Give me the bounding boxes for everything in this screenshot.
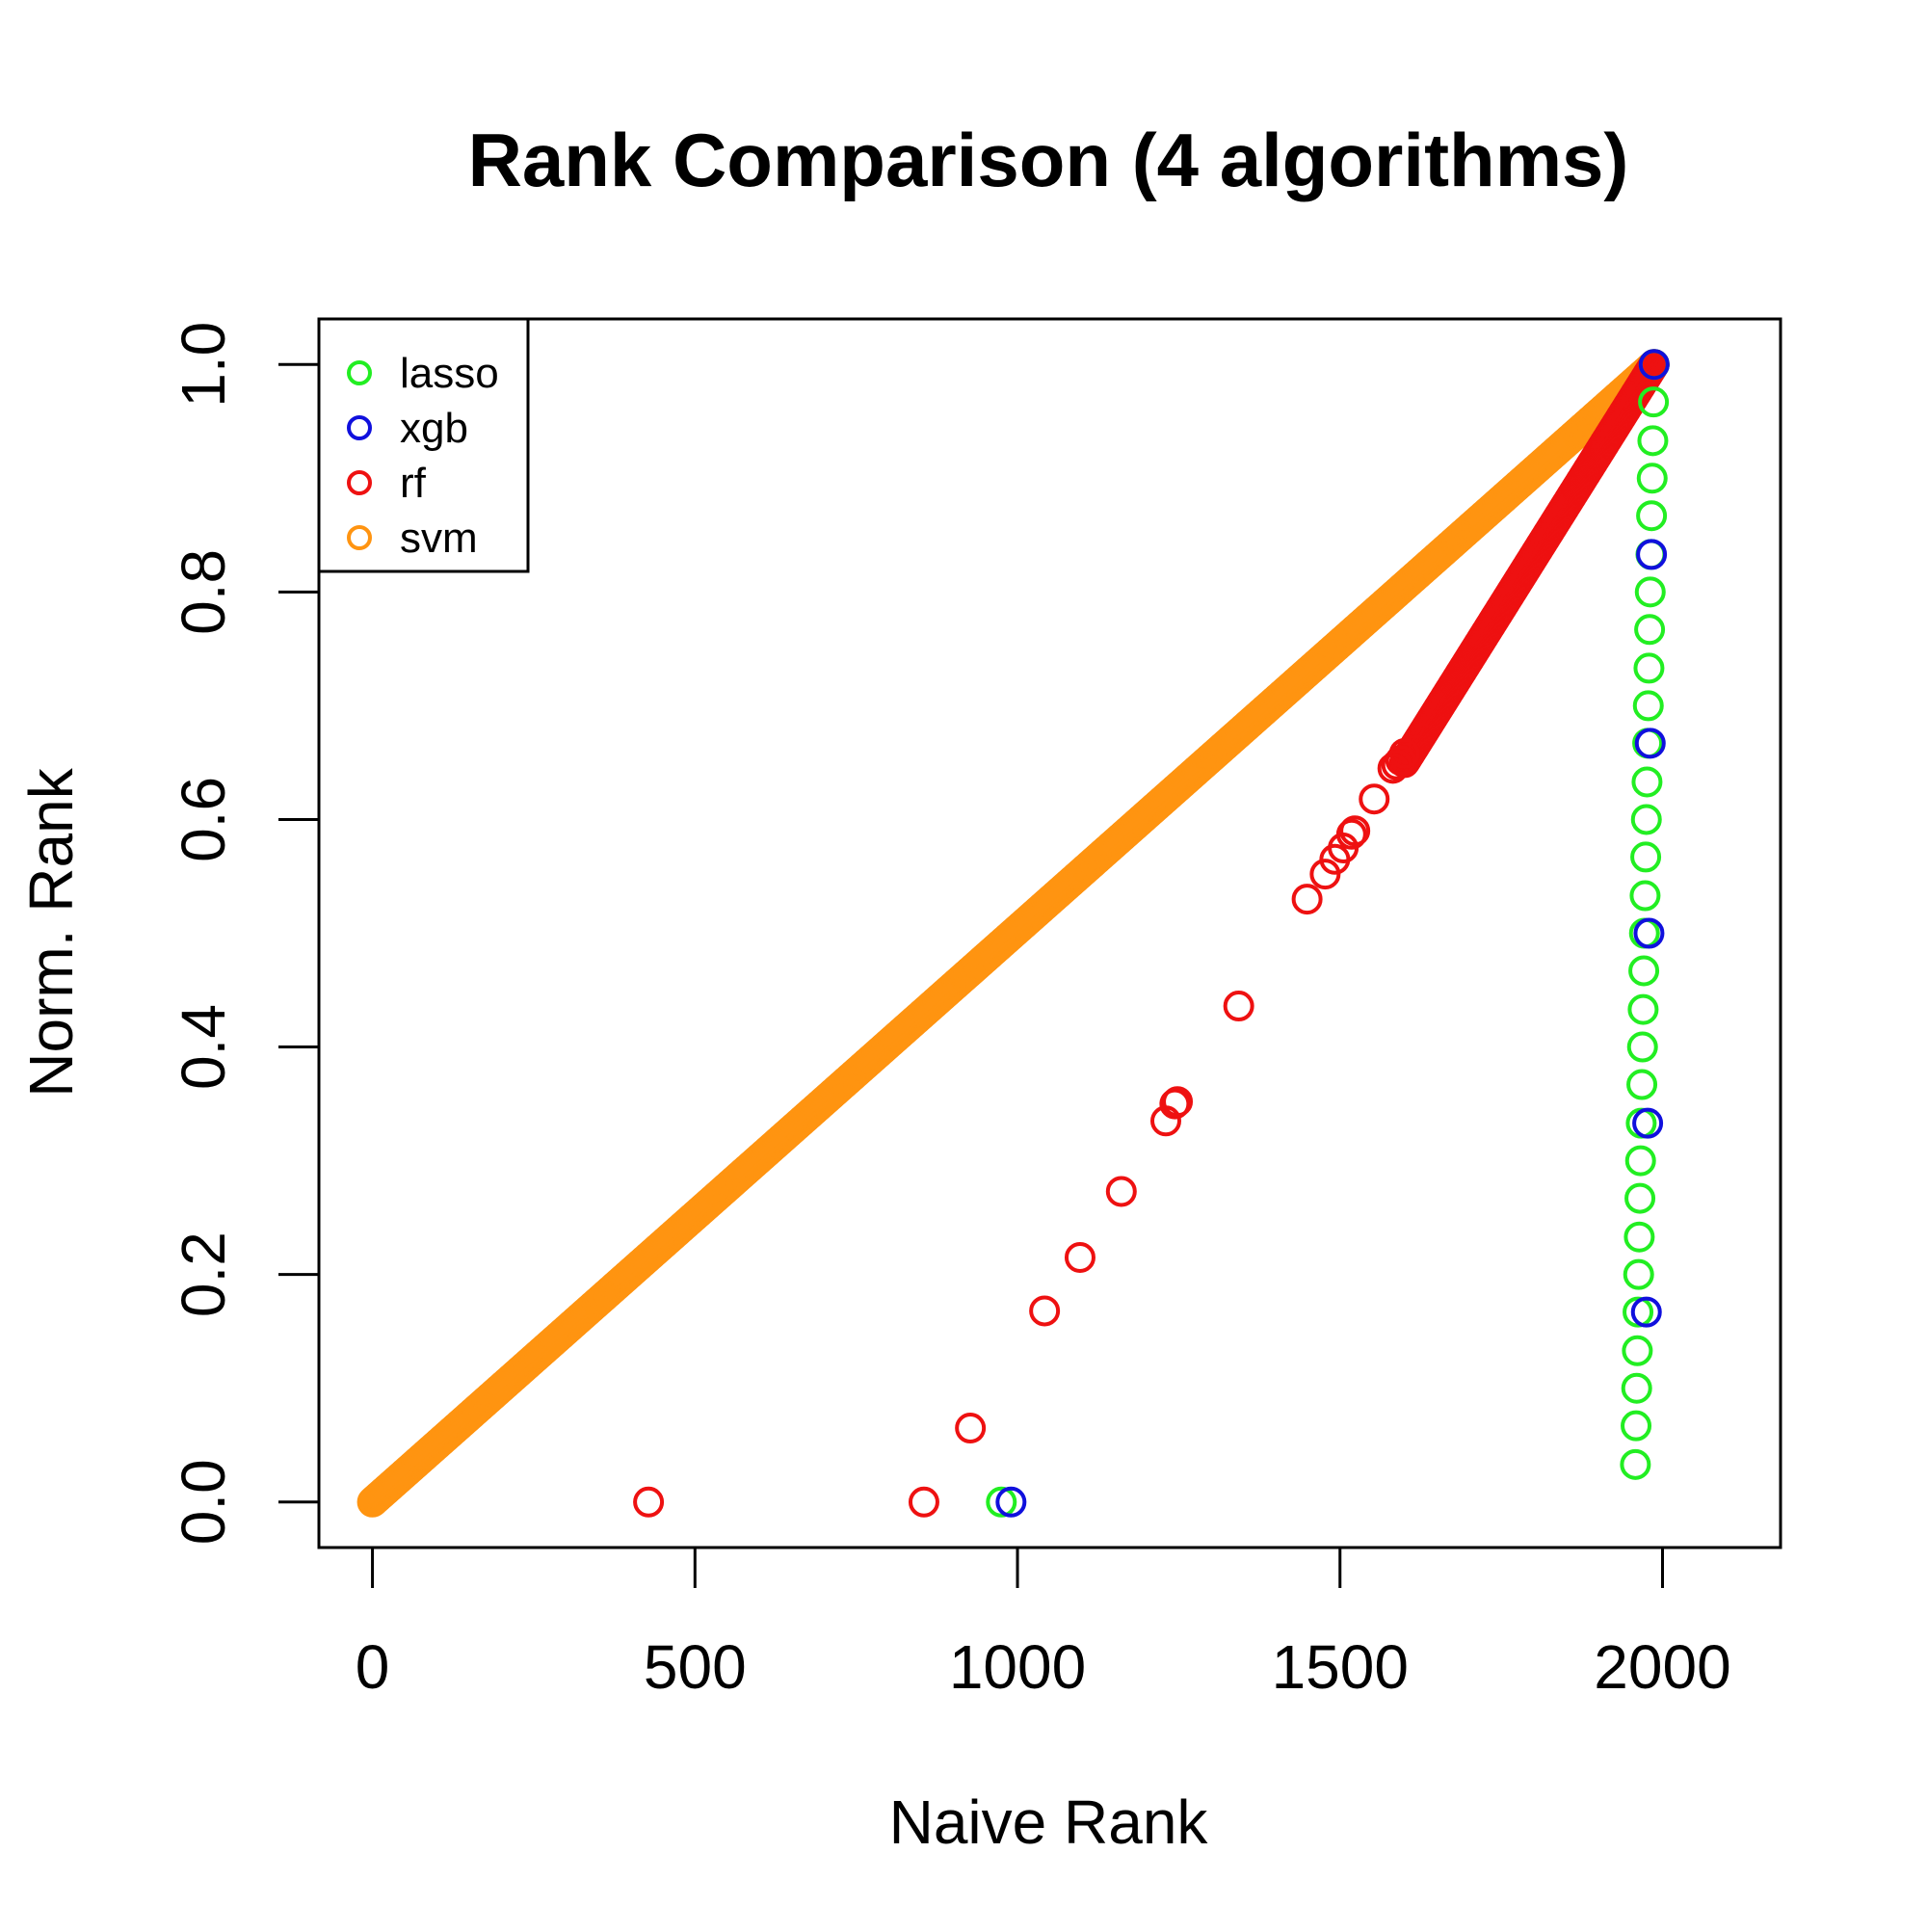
x-tick-label: 1000 [949,1632,1086,1702]
lasso-point [986,1486,1017,1518]
x-tick-label: 0 [356,1632,390,1702]
lasso-point [1630,804,1662,835]
rf-point [1388,737,1420,769]
legend-label-xgb: xgb [400,405,468,452]
lasso-point [1631,766,1663,798]
lasso-point [1633,652,1665,684]
legend-label-lasso: lasso [400,350,499,397]
lasso-point [1634,576,1666,608]
data-points [356,349,1670,1518]
x-tick-label: 500 [644,1632,747,1702]
lasso-point [1638,386,1670,418]
lasso-point [1624,1182,1656,1214]
rf-point [1105,1176,1137,1207]
rf-point [1162,1086,1194,1118]
lasso-point [1636,463,1668,494]
lasso-point [1623,1258,1654,1290]
y-tick-label: 1.0 [169,322,238,408]
legend-marker-xgb [347,415,372,440]
lasso-point [1624,1145,1656,1177]
xgb-point [1638,349,1670,381]
x-tick-label: 1500 [1272,1632,1409,1702]
lasso-point [1636,500,1668,532]
legend-marker-svm [347,525,372,550]
lasso-point [1623,1296,1654,1328]
lasso-point [1621,1372,1652,1404]
rf-point [1064,1241,1095,1273]
y-tick-label: 0.2 [169,1231,238,1317]
series-rf [633,349,1670,1518]
lasso-point [1630,841,1662,873]
series-xgb [995,349,1670,1518]
lasso-point [1629,880,1661,912]
xgb-point [1633,917,1665,949]
xgb-point [1636,539,1668,570]
lasso-point [1632,690,1664,722]
xgb-point [1634,728,1666,759]
xgb-point [995,1486,1027,1518]
rf-point [955,1413,987,1444]
lasso-point [1621,1410,1652,1442]
series-svm [356,349,1670,1518]
xgb-point [1632,1107,1664,1139]
rf-point [1159,1088,1191,1120]
lasso-point [1626,1069,1658,1100]
rf-point [1339,815,1371,847]
x-tick-label: 2000 [1594,1632,1730,1702]
lasso-point [1634,614,1666,646]
y-axis-label: Norm. Rank [16,767,86,1097]
x-axis: 0 500 1000 1500 2000 [356,1546,1731,1702]
rf-point [1291,884,1323,915]
lasso-point [1625,1107,1657,1139]
lasso-point [1620,1448,1651,1480]
lasso-point [1627,993,1659,1025]
legend-marker-rf [347,470,372,495]
y-tick-label: 0.0 [169,1459,238,1545]
legend-label-svm: svm [400,515,478,562]
xgb-point [1630,1296,1662,1328]
chart-title: Rank Comparison (4 algorithms) [468,118,1629,202]
lasso-point [1623,1221,1655,1253]
x-axis-label: Naive Rank [889,1787,1209,1857]
y-tick-label: 0.4 [169,1004,238,1090]
y-tick-label: 0.6 [169,777,238,862]
lasso-point [1622,1335,1653,1366]
lasso-point [1626,1031,1658,1063]
rf-point [1029,1295,1061,1327]
rf-point [633,1486,665,1518]
legend-marker-lasso [347,360,372,385]
legend-label-rf: rf [400,460,427,507]
lasso-point [1637,425,1669,457]
y-tick-label: 0.8 [169,549,238,635]
lasso-point [1628,955,1660,987]
rf-point [1359,783,1390,815]
rf-point [908,1486,939,1518]
y-axis: 0.0 0.2 0.4 0.6 0.8 1.0 [169,322,321,1545]
rf-point [1223,991,1254,1022]
legend: lasso xgb rf svm [317,317,530,573]
rf-point [1335,818,1367,850]
